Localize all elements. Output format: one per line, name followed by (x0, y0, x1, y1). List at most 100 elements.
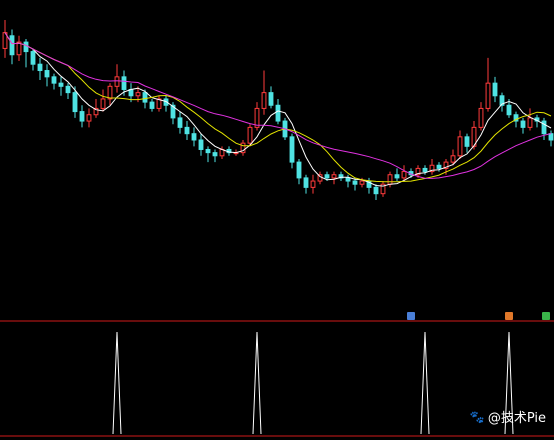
watermark-text: @技术Pie (487, 411, 546, 426)
candle (268, 86, 274, 109)
candle-body (37, 63, 43, 72)
candle-body (142, 92, 148, 103)
candle-body (261, 92, 267, 109)
candle-body (170, 104, 176, 119)
candle-body (30, 51, 36, 65)
candle-body (345, 177, 351, 182)
candle-body (114, 76, 120, 87)
candle-body (79, 111, 85, 122)
signal-spikes-panel (112, 331, 514, 435)
candle-body (9, 35, 15, 56)
candle-body (324, 174, 330, 179)
candle-body (457, 136, 463, 157)
candle-body (289, 136, 295, 163)
candle (205, 146, 211, 163)
candle (506, 98, 512, 118)
ma-line-5 (4, 32, 552, 187)
candle-body (380, 183, 386, 195)
candle-body (247, 126, 253, 144)
candle-body (100, 98, 106, 109)
candle-body (359, 180, 365, 185)
candle-body (212, 152, 218, 157)
signal-badge-icon (407, 312, 415, 320)
candle (2, 20, 8, 58)
signal-badges (407, 312, 550, 320)
ma-line-20 (4, 32, 552, 179)
candle (93, 98, 99, 118)
candle-body (149, 101, 155, 109)
candle-body (58, 82, 64, 87)
candle (303, 174, 309, 194)
candle (429, 158, 435, 175)
watermark: 🐾 @技术Pie (469, 407, 546, 427)
candle-body (275, 104, 281, 122)
candle (219, 146, 225, 159)
candle (527, 108, 533, 131)
paw-icon: 🐾 (469, 409, 485, 424)
candle (317, 171, 323, 185)
candle-body (436, 164, 442, 169)
candle (261, 70, 267, 115)
candle (450, 149, 456, 166)
candle-body (184, 126, 190, 135)
candle (170, 102, 176, 125)
candle (548, 130, 554, 147)
candle (163, 95, 169, 112)
candle (212, 149, 218, 163)
candlestick-panel (2, 20, 554, 200)
candle-body (513, 114, 519, 122)
candle (492, 76, 498, 103)
candle (114, 64, 120, 93)
candle-body (107, 85, 113, 100)
candle (485, 57, 491, 112)
candle-body (492, 82, 498, 97)
candle-body (331, 174, 337, 179)
candle-body (44, 70, 50, 78)
candle (156, 95, 162, 112)
candle-body (548, 133, 554, 141)
candle (9, 29, 15, 65)
candle-body (296, 161, 302, 179)
candle-body (499, 95, 505, 106)
candle-body (478, 107, 484, 128)
candle (149, 98, 155, 112)
candle (331, 171, 337, 185)
candle-body (464, 136, 470, 147)
candle-body (177, 117, 183, 128)
candle (72, 86, 78, 118)
candle (394, 168, 400, 182)
candle (464, 133, 470, 153)
signal-spike (252, 331, 262, 435)
candle (44, 64, 50, 87)
signal-badge-icon (542, 312, 550, 320)
candle (373, 184, 379, 200)
candle-body (121, 76, 127, 90)
candle (401, 165, 407, 182)
candle-body (401, 171, 407, 179)
candle-body (51, 76, 57, 84)
candle (240, 140, 246, 156)
candle (310, 174, 316, 194)
candle (86, 108, 92, 128)
candle-body (254, 107, 260, 128)
candle-body (310, 180, 316, 188)
signal-badge-icon (505, 312, 513, 320)
candle (65, 83, 71, 99)
candle-body (352, 180, 358, 185)
candle-body (191, 133, 197, 141)
candle (296, 158, 302, 185)
signal-spike (420, 331, 430, 435)
ma-line-10 (4, 32, 552, 183)
candle (51, 73, 57, 90)
candle-body (86, 114, 92, 122)
candle-body (506, 104, 512, 116)
candle (380, 181, 386, 197)
candle (107, 83, 113, 106)
candle-body (415, 167, 421, 176)
candle (100, 89, 106, 112)
candle (520, 117, 526, 134)
candle (415, 165, 421, 178)
candle (16, 35, 22, 62)
candle-body (16, 41, 22, 56)
candle-body (387, 174, 393, 185)
